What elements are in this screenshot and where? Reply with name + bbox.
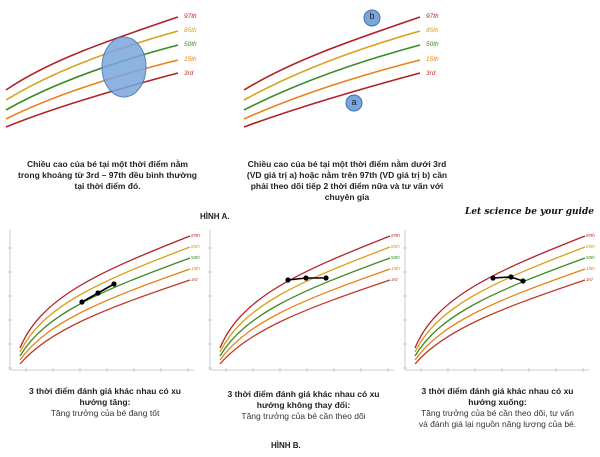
caption-a2: Chiều cao của bé tại một thời điểm nằm d…	[246, 159, 448, 202]
curve-50th	[243, 44, 421, 111]
figure-b-label: HÌNH B.	[271, 441, 301, 450]
label-97th: 97th	[426, 13, 439, 20]
axes	[9, 230, 194, 371]
measurement-point	[285, 277, 291, 283]
curve-85th	[243, 30, 421, 101]
caption-b2-sub: Tăng trưởng của bé cần theo dõi	[241, 411, 366, 421]
axes	[404, 230, 589, 371]
curve-15th	[19, 268, 191, 361]
curve-97th	[414, 235, 586, 349]
label-3rd: 3rd	[191, 277, 198, 282]
chart-b2-svg: 97th 85th 50th 15th 3rd	[208, 230, 400, 372]
measurement-point	[79, 299, 85, 305]
axes	[209, 230, 394, 371]
curve-85th	[5, 30, 179, 101]
label-85th: 85th	[184, 27, 197, 34]
label-15th: 15th	[391, 266, 400, 271]
curve-97th	[243, 16, 421, 91]
curve-97th	[219, 235, 391, 349]
curve-3rd	[414, 279, 586, 365]
chart-b1-svg: 97th 85th 50th 15th 3rd	[8, 230, 200, 372]
curve-3rd	[5, 72, 179, 128]
marker-b-label: b	[369, 11, 375, 21]
label-85th: 85th	[391, 244, 400, 249]
curve-3rd	[19, 279, 191, 365]
curve-3rd	[219, 279, 391, 365]
slogan: Let science be your guide	[465, 207, 594, 217]
measurement-point	[490, 275, 496, 281]
curve-50th	[5, 44, 179, 111]
label-97th: 97th	[391, 233, 400, 238]
label-3rd: 3rd	[391, 277, 398, 282]
label-3rd: 3rd	[184, 70, 194, 77]
measurement-point	[95, 290, 101, 296]
caption-b1-title: 3 thời điểm đánh giá khác nhau có xu hướ…	[29, 386, 181, 407]
measurement-point	[303, 275, 309, 281]
label-15th: 15th	[191, 266, 200, 271]
measurement-point	[520, 278, 526, 284]
curve-85th	[414, 246, 586, 353]
curve-50th	[219, 257, 391, 357]
marker-b-circle	[363, 9, 381, 27]
chart-b3-svg: 97th 85th 50th 15th 3rd	[403, 230, 595, 372]
marker-a-label: a	[351, 97, 357, 107]
label-85th: 85th	[426, 27, 439, 34]
chart-b1: 97th 85th 50th 15th 3rd	[6, 228, 204, 376]
curve-3rd	[243, 72, 421, 128]
label-50th: 50th	[184, 41, 197, 48]
label-85th: 85th	[191, 244, 200, 249]
caption-b3-title: 3 thời điểm đánh giá khác nhau có xu hướ…	[421, 386, 574, 407]
label-97th: 97th	[586, 233, 595, 238]
normal-range-ellipse	[101, 36, 147, 98]
figure-a-label: HÌNH A.	[200, 212, 230, 221]
caption-a1: Chiều cao của bé tại một thời điểm nằm t…	[18, 159, 197, 191]
chart-b3: 97th 85th 50th 15th 3rd	[401, 228, 595, 376]
caption-b2-title: 3 thời điểm đánh giá khác nhau có xu hướ…	[227, 389, 380, 410]
label-15th: 15th	[184, 56, 197, 63]
curve-15th	[219, 268, 391, 361]
curve-15th	[414, 268, 586, 361]
curve-97th	[5, 16, 179, 91]
label-3rd: 3rd	[586, 277, 593, 282]
chart-a2	[243, 9, 421, 128]
curve-85th	[19, 246, 191, 353]
measurement-point	[508, 274, 514, 280]
chart-b2: 97th 85th 50th 15th 3rd	[206, 228, 401, 376]
label-50th: 50th	[586, 255, 595, 260]
label-85th: 85th	[586, 244, 595, 249]
curve-50th	[414, 257, 586, 357]
label-97th: 97th	[184, 13, 197, 20]
label-15th: 15th	[426, 56, 439, 63]
label-50th: 50th	[391, 255, 400, 260]
marker-a-circle	[345, 94, 363, 112]
measurement-point	[111, 281, 117, 287]
curve-97th	[19, 235, 191, 349]
chart-a1	[5, 16, 179, 128]
curve-15th	[243, 59, 421, 120]
label-3rd: 3rd	[426, 70, 436, 77]
label-50th: 50th	[191, 255, 200, 260]
curve-15th	[5, 59, 179, 120]
caption-b1-sub: Tăng trưởng của bé đang tốt	[50, 408, 160, 418]
curve-85th	[219, 246, 391, 353]
measurement-point	[323, 275, 329, 281]
label-50th: 50th	[426, 41, 439, 48]
label-97th: 97th	[191, 233, 200, 238]
label-15th: 15th	[586, 266, 595, 271]
caption-b3-sub: Tăng trưởng của bé cần theo dõi, tư vấn …	[418, 408, 577, 429]
